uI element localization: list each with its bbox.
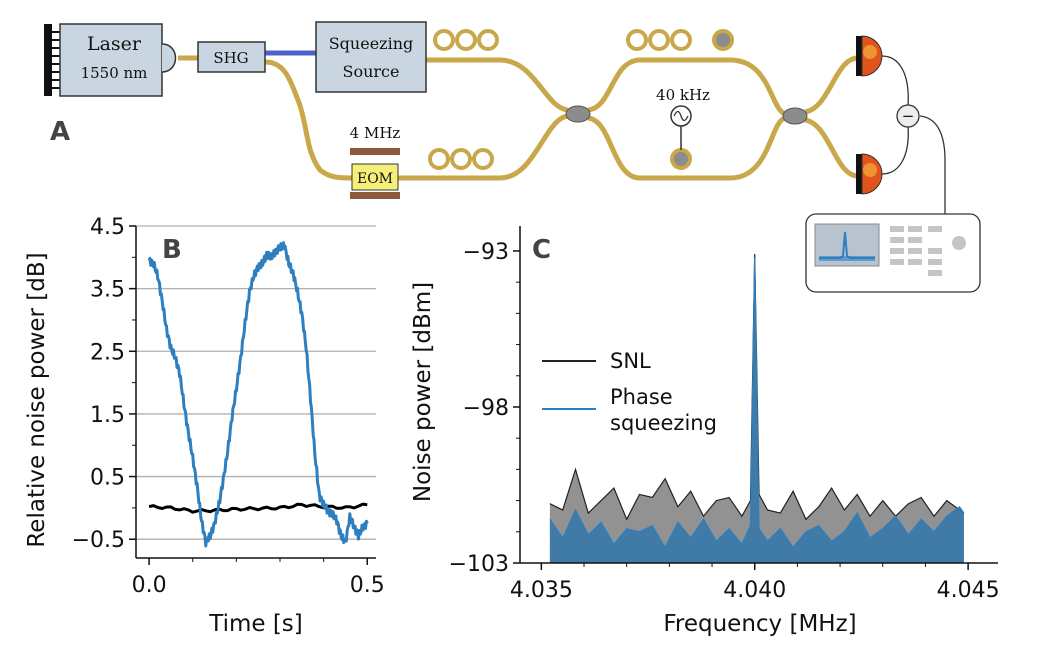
- spectrum-analyzer: [805, 213, 981, 293]
- eom: 4 MHz EOM: [350, 124, 401, 199]
- ytick-label-b: 0.5: [90, 466, 125, 491]
- xtick-label-c: 4.040: [723, 578, 786, 603]
- fiber-arm-upper: [587, 57, 787, 117]
- xtick-label-c: 4.035: [510, 578, 573, 603]
- fiber-squeezer-bs1: [426, 57, 569, 113]
- laser: Laser 1550 nm: [44, 23, 177, 97]
- chart-b-xlabel: Time [s]: [208, 611, 303, 637]
- chart-c-xlabel: Frequency [MHz]: [663, 611, 856, 637]
- photodetector-2: [856, 153, 883, 195]
- eom-label: EOM: [357, 171, 393, 187]
- phase-shifter-lower: [670, 148, 692, 170]
- subtraction-node: −: [896, 104, 920, 128]
- chart-c: C −103 −98 −93 4.035 4.040 4.045 SNL Phase sq…: [410, 226, 1000, 637]
- series-line-reference: [148, 502, 368, 514]
- ytick-label-b: 3.5: [90, 278, 125, 303]
- line-phase-squeezing: [549, 257, 965, 549]
- chart-b-grid: [136, 225, 376, 540]
- laser-label: Laser: [87, 33, 142, 55]
- legend-label-snl: SNL: [610, 349, 651, 373]
- setup-diagram: A Laser 1550 nm SHG: [44, 21, 981, 293]
- ytick-label-c: −98: [463, 396, 509, 421]
- fiber-eom-bs1: [398, 113, 569, 181]
- xtick-label-b: 0.5: [350, 573, 385, 598]
- squeezer-label-2: Source: [343, 62, 400, 81]
- chart-c-series: [549, 254, 965, 563]
- ytick-label-b: 1.5: [90, 403, 125, 428]
- chart-c-ylabel: Noise power [dBm]: [410, 282, 436, 502]
- subtraction-symbol: −: [902, 107, 915, 125]
- fiber-bs2-det2: [804, 117, 859, 179]
- squeezer-label-1: Squeezing: [329, 34, 414, 53]
- phase-modulation-source: 40 kHz: [656, 86, 710, 150]
- xtick-label-b: 0.0: [132, 573, 167, 598]
- chart-b: B −0.5 0.5 1.5 2.5 3.5 4.5 0.0 0.5 Time [s] Rel…: [24, 215, 385, 637]
- eom-frequency: 4 MHz: [350, 124, 401, 142]
- ytick-label-b: −0.5: [72, 528, 125, 553]
- shg-label: SHG: [213, 49, 248, 67]
- panel-label-b: B: [162, 235, 182, 265]
- beam-splitter-1: [565, 105, 591, 123]
- photodetector-1: [856, 35, 883, 77]
- chart-c-ticks: −103 −98 −93 4.035 4.040 4.045: [449, 226, 1000, 603]
- xtick-label-c: 4.045: [937, 578, 1000, 603]
- ytick-label-b: 2.5: [90, 340, 125, 365]
- chart-c-legend: SNL Phase squeezing: [542, 349, 717, 435]
- legend-label-phase: Phase squeezing: [610, 385, 717, 435]
- modulation-frequency: 40 kHz: [656, 86, 710, 104]
- phase-shifter-upper: [712, 29, 734, 51]
- fiber-bs2-det1: [804, 55, 859, 115]
- laser-wavelength: 1550 nm: [81, 64, 148, 82]
- fiber-to-eom: [264, 59, 353, 181]
- panel-label-a: A: [50, 117, 70, 147]
- fiber-coils: [428, 29, 692, 170]
- chart-b-ticks: −0.5 0.5 1.5 2.5 3.5 4.5 0.0 0.5: [72, 215, 385, 598]
- ytick-label-b: 4.5: [90, 215, 125, 240]
- ytick-label-c: −93: [463, 240, 509, 265]
- chart-b-series: [147, 241, 369, 548]
- chart-b-ylabel: Relative noise power [dB]: [24, 252, 50, 547]
- fiber-arm-lower: [587, 115, 787, 181]
- squeezing-source: Squeezing Source: [315, 21, 427, 93]
- series-line-squeezed: [147, 241, 369, 548]
- beam-splitter-2: [782, 107, 808, 125]
- ytick-label-c: −103: [449, 552, 509, 577]
- shg-box: SHG: [197, 41, 266, 73]
- panel-label-c: C: [532, 235, 551, 265]
